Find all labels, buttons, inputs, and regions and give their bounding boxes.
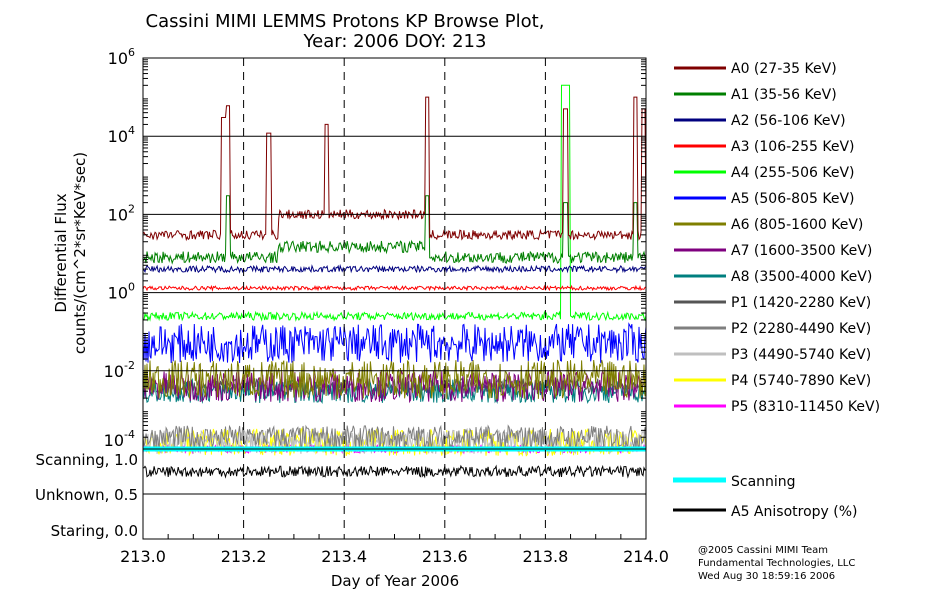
x-tick-label: 213.0 — [120, 547, 166, 566]
legend-label: A0 (27-35 KeV) — [731, 61, 837, 77]
chart-subtitle: Year: 2006 DOY: 213 — [303, 31, 487, 52]
x-tick-label: 213.8 — [522, 547, 568, 566]
series-line-a2 — [142, 263, 647, 274]
legend-label: Scanning — [731, 474, 796, 490]
lower-tick-label: Staring, 0.0 — [51, 522, 138, 540]
y-tick-label: 106 — [108, 46, 135, 68]
credit-line-2: Fundamental Technologies, LLC — [698, 558, 855, 569]
chart-title: Cassini MIMI LEMMS Protons KP Browse Plo… — [146, 11, 545, 32]
legend-label: P2 (2280-4490 KeV) — [731, 321, 871, 337]
legend-label: P4 (5740-7890 KeV) — [731, 373, 871, 389]
credit-line-1: @2005 Cassini MIMI Team — [698, 545, 828, 556]
series-line-a3 — [142, 284, 647, 292]
x-axis-label: Day of Year 2006 — [331, 572, 459, 590]
series-line-a1 — [142, 195, 647, 265]
legend-label: A6 (805-1600 KeV) — [731, 217, 863, 233]
legend-label: P1 (1420-2280 KeV) — [731, 295, 871, 311]
legend-label: A2 (56-106 KeV) — [731, 113, 846, 129]
anisotropy-line — [142, 464, 647, 479]
legend-label: P3 (4490-5740 KeV) — [731, 347, 871, 363]
series-line-a4 — [142, 84, 647, 322]
x-tick-label: 214.0 — [623, 547, 669, 566]
y-tick-label: 102 — [108, 202, 135, 224]
x-tick-label: 213.4 — [321, 547, 367, 566]
legend-label: A1 (35-56 KeV) — [731, 87, 837, 103]
legend-label: A3 (106-255 KeV) — [731, 139, 854, 155]
lower-tick-label: Scanning, 1.0 — [35, 451, 138, 469]
legend-label: A5 Anisotropy (%) — [731, 504, 858, 520]
credit-line-3: Wed Aug 30 18:59:16 2006 — [698, 571, 835, 582]
y-tick-label: 10-2 — [104, 359, 135, 381]
lower-tick-label: Unknown, 0.5 — [35, 486, 138, 504]
y-tick-label: 104 — [108, 124, 135, 146]
legend-label: A7 (1600-3500 KeV) — [731, 243, 872, 259]
series-line-p2 — [142, 424, 647, 450]
legend-label: P5 (8310-11450 KeV) — [731, 399, 880, 415]
y-tick-label: 10-4 — [104, 428, 135, 450]
legend-label: A8 (3500-4000 KeV) — [731, 269, 872, 285]
x-tick-label: 213.2 — [221, 547, 267, 566]
y-axis-label-2: counts/(cm^2*sr*KeV*sec) — [71, 152, 89, 354]
y-axis-label-1: Differential Flux — [52, 193, 70, 312]
legend-label: A5 (506-805 KeV) — [731, 191, 854, 207]
legend-label: A4 (255-506 KeV) — [731, 165, 854, 181]
x-tick-label: 213.6 — [422, 547, 468, 566]
series-line-a0 — [142, 96, 647, 242]
y-tick-label: 100 — [108, 281, 135, 303]
series-line-a5 — [142, 322, 647, 364]
series-line-a6 — [142, 359, 647, 400]
